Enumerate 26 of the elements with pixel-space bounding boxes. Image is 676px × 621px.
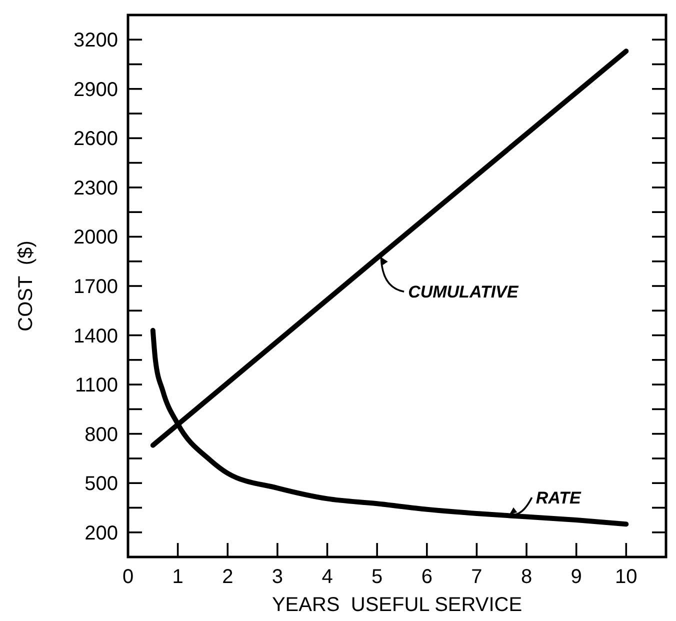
y-tick-label: 1100 — [74, 374, 118, 397]
y-tick-label: 1400 — [74, 325, 118, 348]
x-tick-label: 2 — [222, 566, 234, 588]
x-tick-label: 6 — [421, 566, 432, 588]
y-tick-label: 500 — [84, 473, 118, 496]
x-tick-label: 8 — [520, 566, 532, 588]
x-tick-label: 9 — [570, 566, 582, 588]
y-axis-title: COST ($) — [15, 240, 37, 332]
y-tick-label: 1700 — [74, 276, 118, 298]
x-axis-title: YEARS USEFUL SERVICE — [272, 594, 522, 616]
y-tick-label: 2900 — [74, 78, 118, 101]
x-tick-label: 10 — [615, 566, 638, 588]
y-tick-label: 3200 — [74, 30, 118, 52]
y-tick-label: 2600 — [74, 128, 118, 150]
text: CUMULATIVE — [408, 282, 519, 302]
x-tick-label: 4 — [322, 566, 333, 588]
y-tick-label: 2000 — [74, 226, 118, 249]
y-tick-label: 2300 — [74, 177, 118, 200]
x-tick-label: 5 — [372, 566, 383, 588]
x-tick-label: 0 — [122, 566, 134, 588]
y-tick-label: 200 — [84, 522, 118, 544]
x-tick-label: 1 — [172, 566, 184, 588]
legend-label: RATE — [536, 488, 582, 508]
x-tick-label: 3 — [272, 566, 284, 588]
y-tick-label: 800 — [84, 424, 118, 446]
x-tick-label: 7 — [471, 566, 482, 588]
